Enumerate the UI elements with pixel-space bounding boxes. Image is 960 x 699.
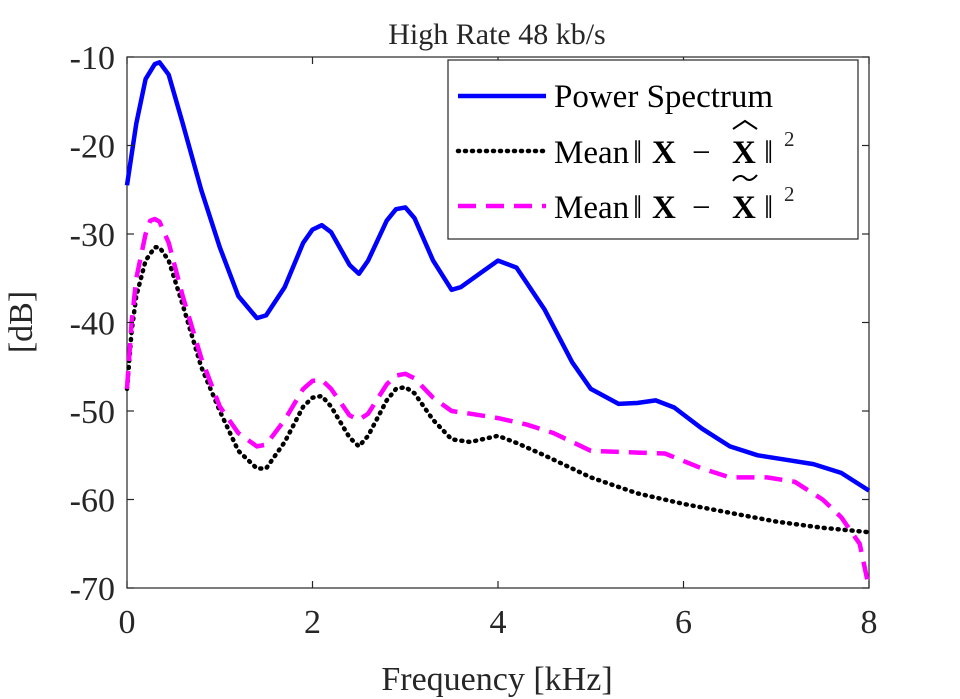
- series-line-mean-hat-error: [124, 245, 872, 535]
- legend: Power Spectrum Mean ‖ X − X ‖ 2 Mean ‖ X…: [447, 59, 859, 240]
- x-tick-label: 0: [119, 604, 136, 641]
- y-axis-label: [dB]: [3, 291, 40, 353]
- legend-mean-hat-x: X: [652, 135, 676, 171]
- y-tick-label: -30: [70, 217, 115, 254]
- legend-mean-hat-prefix: Mean: [554, 135, 629, 171]
- legend-label-mean-hat: Mean ‖ X − X ‖ 2: [554, 119, 795, 171]
- y-tick-label: -60: [70, 483, 115, 520]
- legend-mean-tilde-x: X: [652, 190, 676, 226]
- y-tick-label: -50: [70, 394, 115, 431]
- y-tick-label: -10: [70, 40, 115, 77]
- legend-mean-tilde-prefix: Mean: [554, 190, 629, 226]
- tilde-accent-icon: [732, 174, 758, 182]
- minus-sign: −: [692, 135, 711, 171]
- y-tick-label: -70: [70, 571, 115, 608]
- squared-exponent: 2: [784, 182, 795, 206]
- x-tick-label: 4: [490, 604, 507, 641]
- hat-accent-icon: [732, 119, 758, 130]
- norm-bars-open: ‖: [633, 135, 642, 171]
- legend-label-power-spectrum: Power Spectrum: [554, 79, 773, 115]
- minus-sign: −: [692, 190, 711, 226]
- x-tick-label: 6: [675, 604, 692, 641]
- norm-bars-open: ‖: [633, 190, 642, 226]
- legend-mean-hat-xhat: X: [732, 135, 756, 171]
- y-tick-label: -20: [70, 129, 115, 166]
- series-line-mean-tilde-error: [124, 216, 872, 589]
- y-tick-label: -40: [70, 306, 115, 343]
- legend-mean-tilde-xtilde: X: [732, 190, 756, 226]
- x-axis-label: Frequency [kHz]: [381, 661, 612, 698]
- norm-bars-close: ‖: [764, 135, 773, 171]
- norm-bars-close: ‖: [764, 190, 773, 226]
- x-tick-label: 8: [861, 604, 878, 641]
- ticks-layer: 0 2 4 6 8 -10 -20 -30 -40 -50 -60 -70: [70, 40, 878, 641]
- series-line-power-spectrum: [124, 60, 871, 493]
- legend-label-mean-tilde: Mean ‖ X − X ‖ 2: [554, 174, 795, 226]
- chart-title: High Rate 48 kb/s: [388, 18, 606, 51]
- squared-exponent: 2: [784, 127, 795, 151]
- series-layer: [124, 60, 872, 589]
- x-tick-label: 2: [304, 604, 321, 641]
